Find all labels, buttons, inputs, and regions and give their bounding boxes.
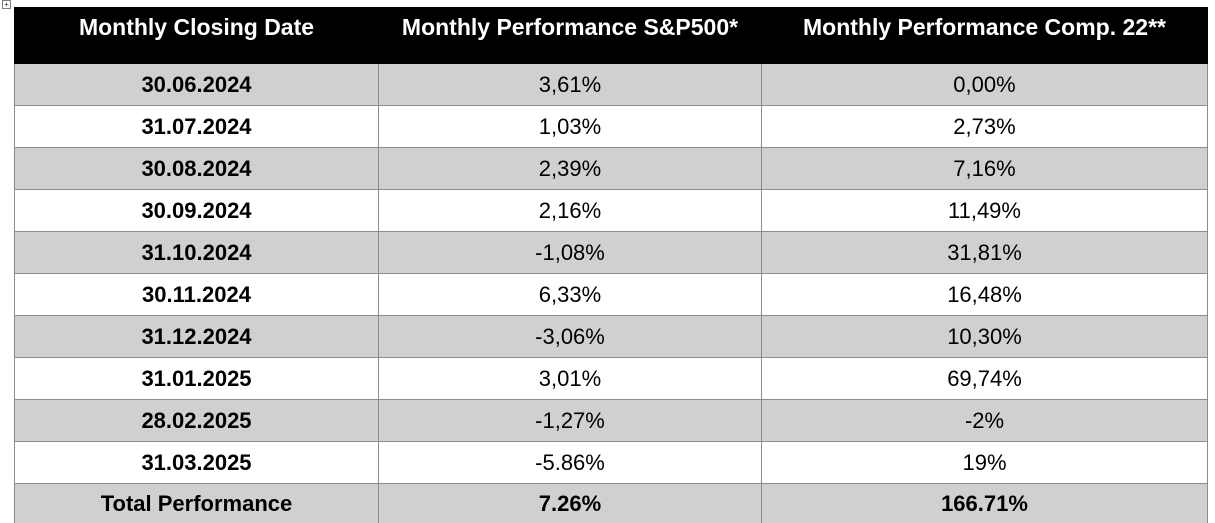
total-comp22-cell: 166.71% bbox=[761, 483, 1208, 523]
comp22-value-cell: 11,49% bbox=[761, 189, 1208, 232]
closing-date-cell: 30.11.2024 bbox=[14, 273, 379, 316]
closing-date-cell: 28.02.2025 bbox=[14, 399, 379, 442]
comp22-value-cell: 19% bbox=[761, 441, 1208, 484]
table-row: 30.06.2024 3,61% 0,00% bbox=[14, 63, 1208, 106]
sp500-value-cell: 1,03% bbox=[378, 105, 762, 148]
closing-date-cell: 31.10.2024 bbox=[14, 231, 379, 274]
table-row: 31.12.2024 -3,06% 10,30% bbox=[14, 315, 1208, 358]
table-row: 31.10.2024 -1,08% 31,81% bbox=[14, 231, 1208, 274]
sp500-value-cell: 3,01% bbox=[378, 357, 762, 400]
comp22-value-cell: 0,00% bbox=[761, 63, 1208, 106]
closing-date-cell: 31.07.2024 bbox=[14, 105, 379, 148]
table-row: 31.01.2025 3,01% 69,74% bbox=[14, 357, 1208, 400]
total-label-cell: Total Performance bbox=[14, 483, 379, 523]
closing-date-cell: 31.12.2024 bbox=[14, 315, 379, 358]
closing-date-cell: 31.01.2025 bbox=[14, 357, 379, 400]
closing-date-cell: 30.09.2024 bbox=[14, 189, 379, 232]
performance-table: Monthly Closing Date Monthly Performance… bbox=[14, 7, 1208, 523]
header-row: Monthly Closing Date Monthly Performance… bbox=[14, 7, 1208, 64]
comp22-value-cell: 2,73% bbox=[761, 105, 1208, 148]
comp22-value-cell: 31,81% bbox=[761, 231, 1208, 274]
table-row: 30.09.2024 2,16% 11,49% bbox=[14, 189, 1208, 232]
total-sp500-cell: 7.26% bbox=[378, 483, 762, 523]
sp500-value-cell: 3,61% bbox=[378, 63, 762, 106]
sp500-value-cell: -1,27% bbox=[378, 399, 762, 442]
table-move-handle-icon[interactable]: + bbox=[2, 0, 11, 9]
sp500-value-cell: -1,08% bbox=[378, 231, 762, 274]
sp500-value-cell: 2,39% bbox=[378, 147, 762, 190]
comp22-value-cell: 16,48% bbox=[761, 273, 1208, 316]
header-closing-date: Monthly Closing Date bbox=[14, 7, 379, 64]
sp500-value-cell: 2,16% bbox=[378, 189, 762, 232]
header-sp500-performance: Monthly Performance S&P500* bbox=[378, 7, 762, 64]
closing-date-cell: 30.06.2024 bbox=[14, 63, 379, 106]
table-row: 31.07.2024 1,03% 2,73% bbox=[14, 105, 1208, 148]
sp500-value-cell: 6,33% bbox=[378, 273, 762, 316]
sp500-value-cell: -5.86% bbox=[378, 441, 762, 484]
table-row: 30.08.2024 2,39% 7,16% bbox=[14, 147, 1208, 190]
closing-date-cell: 31.03.2025 bbox=[14, 441, 379, 484]
header-comp22-performance: Monthly Performance Comp. 22** bbox=[761, 7, 1208, 64]
comp22-value-cell: 7,16% bbox=[761, 147, 1208, 190]
closing-date-cell: 30.08.2024 bbox=[14, 147, 379, 190]
table-row: 31.03.2025 -5.86% 19% bbox=[14, 441, 1208, 484]
comp22-value-cell: 10,30% bbox=[761, 315, 1208, 358]
comp22-value-cell: -2% bbox=[761, 399, 1208, 442]
table-row: 30.11.2024 6,33% 16,48% bbox=[14, 273, 1208, 316]
table-row: 28.02.2025 -1,27% -2% bbox=[14, 399, 1208, 442]
total-performance-row: Total Performance 7.26% 166.71% bbox=[14, 483, 1208, 523]
comp22-value-cell: 69,74% bbox=[761, 357, 1208, 400]
sp500-value-cell: -3,06% bbox=[378, 315, 762, 358]
